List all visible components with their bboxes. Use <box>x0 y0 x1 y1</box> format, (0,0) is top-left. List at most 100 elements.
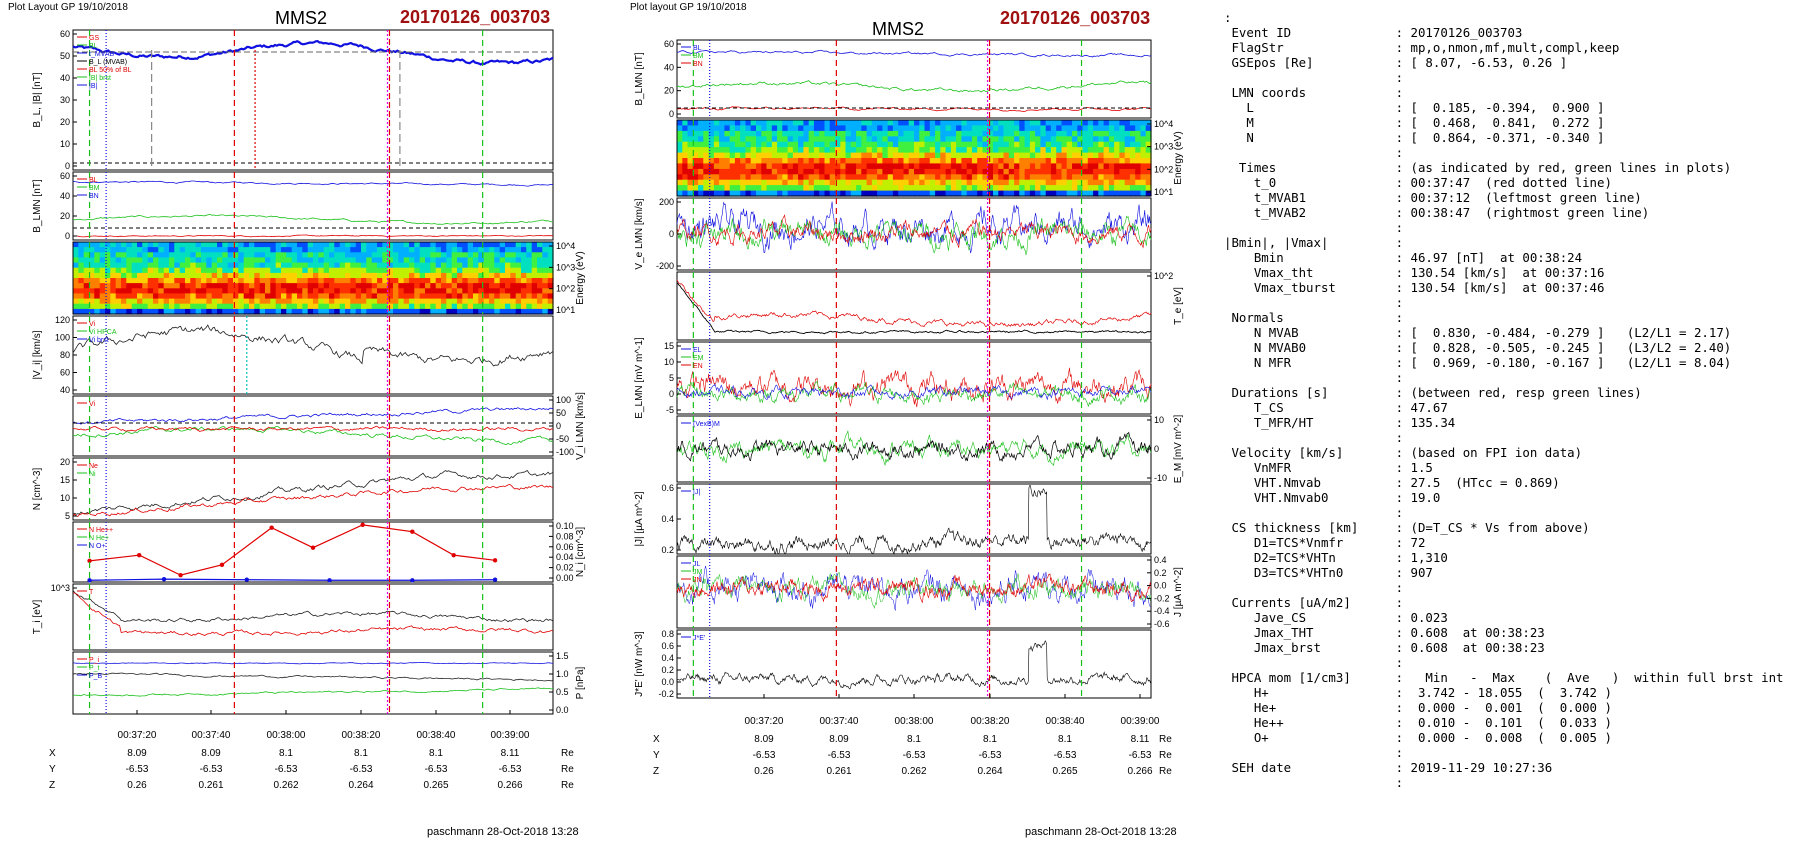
info-row: Normals : <box>1224 310 1411 325</box>
tick-label: 0.2 <box>661 665 674 675</box>
tick-label: 0 <box>669 389 674 399</box>
legend-entry: JL <box>693 561 701 568</box>
legend-entry: t_MVAB <box>89 51 114 58</box>
tick-label: 0 <box>669 229 674 239</box>
tick-label: 10^2 <box>1154 271 1173 281</box>
he-plus-line <box>89 524 496 576</box>
tick-label: -0.6 <box>1154 619 1170 629</box>
series-Ti-par <box>72 590 554 623</box>
tick-label: 0.00 <box>556 573 574 583</box>
series-BN <box>676 106 1152 112</box>
info-row: : <box>1224 580 1404 595</box>
legend-entry: |B| <box>89 83 97 90</box>
series-VexB <box>676 431 1152 462</box>
tick-label: 20 <box>60 457 70 467</box>
info-row: : <box>1224 10 1232 25</box>
series-BM <box>72 213 554 225</box>
info-row: : <box>1224 220 1404 235</box>
info-row: Bmin : 46.97 [nT] at 00:38:24 <box>1224 250 1583 265</box>
info-row: N MVAB0 : [ 0.828, -0.505, -0.245 ] (L3/… <box>1224 340 1732 355</box>
tick-label: 10^4 <box>556 241 575 251</box>
series-PB <box>72 687 554 697</box>
ephem-unit: Re <box>1159 734 1172 745</box>
y-axis-label: T_i [eV] <box>32 600 43 635</box>
series-JL <box>676 565 1151 611</box>
info-row: D1=TCS*Vnmfr : 72 <box>1224 535 1426 550</box>
info-row: : <box>1224 430 1404 445</box>
info-row: FlagStr : mp,o,nmon,mf,mult,compl,keep <box>1224 40 1620 55</box>
legend-entry: BL <box>89 177 98 184</box>
tick-label: 100 <box>55 333 70 343</box>
tick-label: -5 <box>666 405 674 415</box>
info-row: Jave_CS : 0.023 <box>1224 610 1448 625</box>
info-row: : <box>1224 655 1404 670</box>
info-row: |Bmin|, |Vmax| : <box>1224 235 1411 250</box>
ephem-value: -6.53 <box>1129 750 1152 761</box>
tick-label: 0.08 <box>556 531 574 541</box>
tick-label: 10 <box>664 357 674 367</box>
ephem-label: X <box>653 734 660 745</box>
ephem-value: 8.1 <box>983 734 997 745</box>
legend-entry: EL <box>693 347 702 354</box>
tick-label: 10^4 <box>1154 119 1173 129</box>
info-row: : <box>1224 370 1404 385</box>
middle-header: Plot layout GP 19/10/2018 <box>630 2 747 13</box>
legend-entry: N He++ <box>89 527 113 534</box>
tick-label: 80 <box>60 350 70 360</box>
tick-label: 0 <box>556 421 561 431</box>
y-axis-label: N [cm^-3] <box>32 468 43 511</box>
info-row: N MFR : [ 0.969, -0.180, -0.167 ] (L2/L1… <box>1224 355 1732 370</box>
info-row: : <box>1224 295 1404 310</box>
tick-label: 0.4 <box>1154 555 1167 565</box>
ephem-value: -6.53 <box>1054 750 1077 761</box>
info-row: VHT.Nmvab : 27.5 (HTcc = 0.869) <box>1224 475 1560 490</box>
panel-frame <box>676 39 1152 119</box>
tick-label: 0.8 <box>661 629 674 639</box>
series-ViM <box>72 425 554 446</box>
y-axis-label: J*E' [nW m^-3] <box>634 631 645 697</box>
info-row: Currents [uA/m2] : <box>1224 595 1411 610</box>
ephem-value: -6.53 <box>979 750 1002 761</box>
series-Te-perp <box>676 282 1152 335</box>
y-axis-label: E_LMN [mV m^-1] <box>634 337 645 419</box>
time-tick-label: 00:39:00 <box>491 730 530 741</box>
series-Ni <box>72 469 554 515</box>
ephem-value: 8.1 <box>429 748 443 759</box>
legend-entry: Vi brst <box>89 337 109 344</box>
info-row: Durations [s] : (between red, resp green… <box>1224 385 1642 400</box>
ephem-value: 8.09 <box>127 748 147 759</box>
tick-label: 0.2 <box>1154 568 1167 578</box>
ephem-label: X <box>49 748 56 759</box>
info-row: Vmax_tburst : 130.54 [km/s] at 00:37:46 <box>1224 280 1605 295</box>
y-axis-label: Energy (eV) <box>1173 131 1184 184</box>
info-row: : <box>1224 775 1404 790</box>
ephem-value: 8.1 <box>1058 734 1072 745</box>
info-row: N MVAB : [ 0.830, -0.484, -0.279 ] (L2/L… <box>1224 325 1732 340</box>
tick-label: 40 <box>60 191 70 201</box>
series-Pt <box>72 661 554 665</box>
time-tick-label: 00:38:40 <box>417 730 456 741</box>
ephem-value: 8.09 <box>754 734 774 745</box>
ephem-value: 8.1 <box>907 734 921 745</box>
ephem-value: -6.53 <box>499 764 522 775</box>
ephem-value: 0.265 <box>1052 766 1077 777</box>
y-axis-label: V_i LMN [km/s] <box>575 392 586 460</box>
info-row: D3=TCS*VHTn0 : 907 <box>1224 565 1433 580</box>
info-row: H+ : 3.742 - 18.055 ( 3.742 ) <box>1224 685 1612 700</box>
info-row: Velocity [km/s] : (based on FPI ion data… <box>1224 445 1583 460</box>
tick-label: 0.4 <box>661 653 674 663</box>
tick-label: 0.2 <box>661 545 674 555</box>
tick-label: 50 <box>556 408 566 418</box>
info-row: D2=TCS*VHTn : 1,310 <box>1224 550 1448 565</box>
tick-label: 0.0 <box>661 677 674 687</box>
y-axis-label: T_e [eV] <box>1173 287 1184 325</box>
series-VeN <box>676 214 1152 249</box>
panel-frame <box>72 171 554 241</box>
tick-label: 0 <box>669 109 674 119</box>
tick-label: 200 <box>659 197 674 207</box>
ephem-value: -6.53 <box>126 764 149 775</box>
tick-label: 40 <box>60 385 70 395</box>
series-EL <box>676 367 1152 408</box>
tick-label: 10^2 <box>556 284 575 294</box>
info-row: t_MVAB1 : 00:37:12 (leftmost green line) <box>1224 190 1642 205</box>
